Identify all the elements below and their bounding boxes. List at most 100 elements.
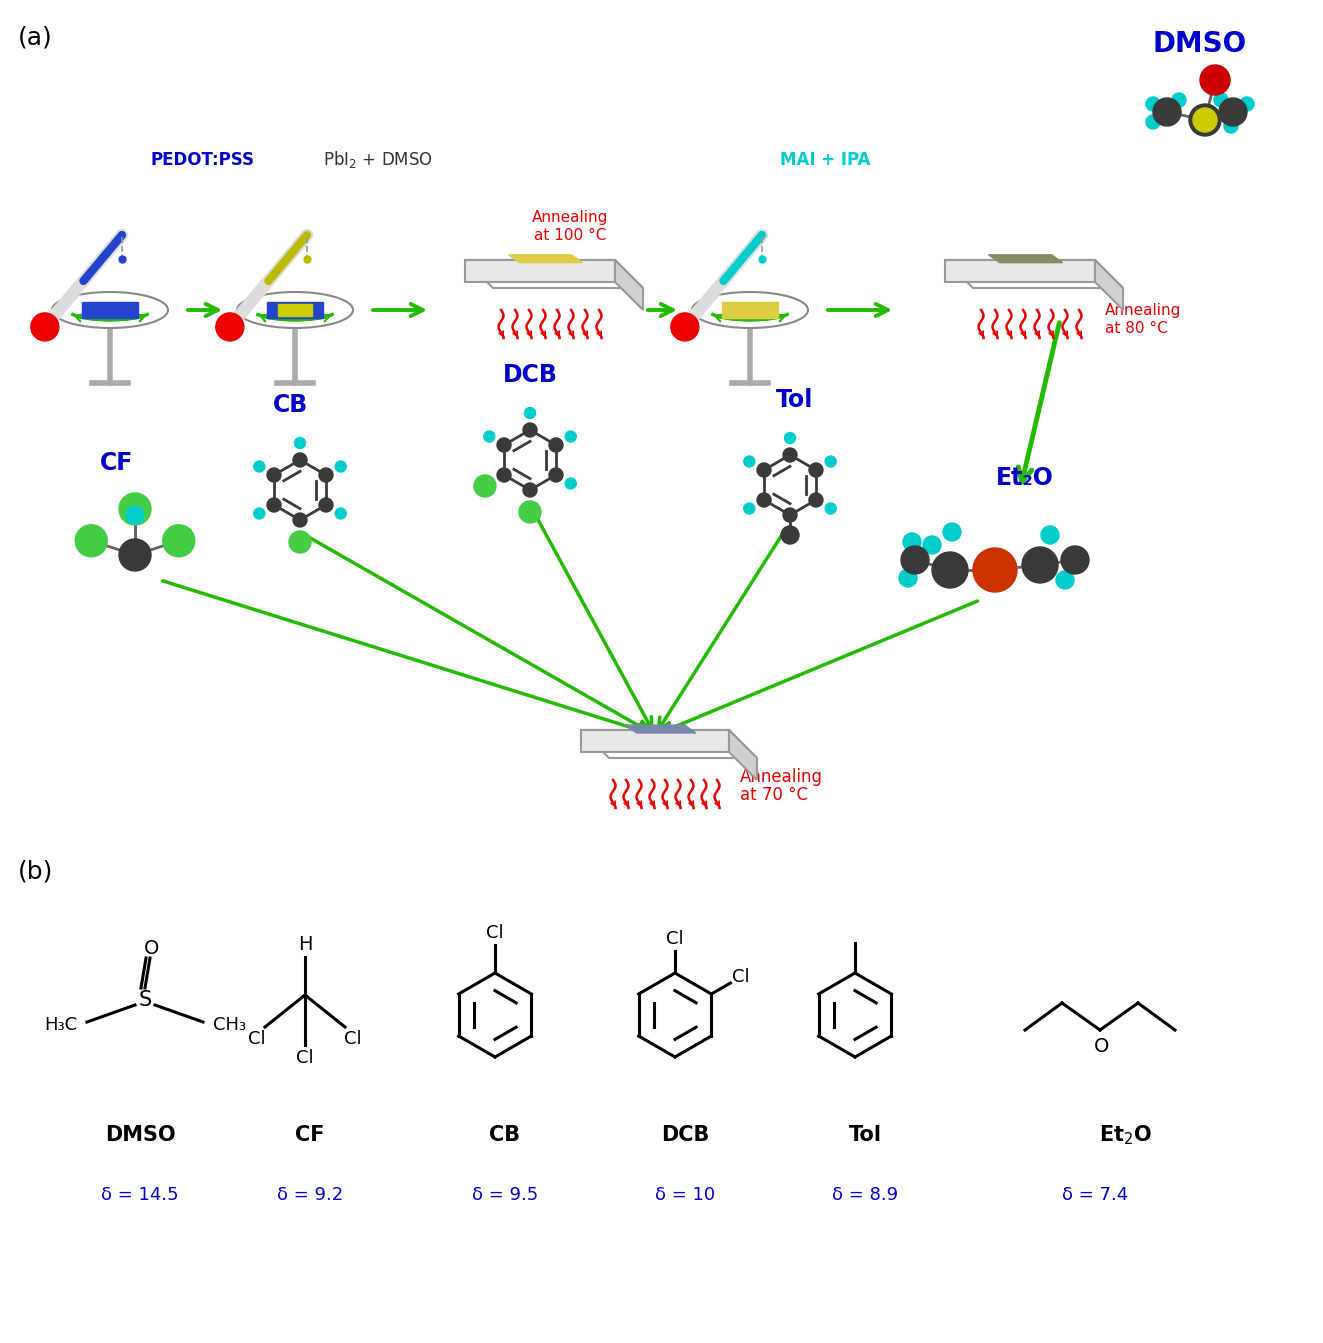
Ellipse shape xyxy=(692,291,808,328)
Text: CH₃: CH₃ xyxy=(213,1017,246,1034)
Text: (a): (a) xyxy=(19,26,53,48)
Text: δ = 10: δ = 10 xyxy=(655,1186,714,1205)
Circle shape xyxy=(826,457,836,467)
Circle shape xyxy=(1218,98,1248,126)
Text: at 70 °C: at 70 °C xyxy=(740,786,808,804)
Polygon shape xyxy=(945,261,1123,287)
Text: O: O xyxy=(1094,1037,1110,1056)
Circle shape xyxy=(1146,97,1160,111)
Text: DCB: DCB xyxy=(660,1125,709,1146)
Text: δ = 8.9: δ = 8.9 xyxy=(832,1186,898,1205)
Text: Et$_2$O: Et$_2$O xyxy=(1098,1123,1151,1147)
Text: CF: CF xyxy=(295,1125,324,1146)
Circle shape xyxy=(319,467,333,482)
Circle shape xyxy=(1240,97,1254,111)
Circle shape xyxy=(826,504,836,514)
Circle shape xyxy=(484,431,495,442)
Circle shape xyxy=(1189,103,1221,136)
Circle shape xyxy=(1224,120,1238,133)
Circle shape xyxy=(497,438,511,453)
Polygon shape xyxy=(988,255,1062,263)
Circle shape xyxy=(1146,115,1160,129)
Circle shape xyxy=(254,508,265,518)
Circle shape xyxy=(900,569,917,587)
Text: DMSO: DMSO xyxy=(105,1125,176,1146)
Circle shape xyxy=(744,504,755,514)
Text: PEDOT:PSS: PEDOT:PSS xyxy=(149,150,254,169)
Circle shape xyxy=(549,467,564,482)
Circle shape xyxy=(119,493,151,525)
Text: CB: CB xyxy=(490,1125,520,1146)
Circle shape xyxy=(319,498,333,512)
Polygon shape xyxy=(82,302,138,318)
Circle shape xyxy=(1021,547,1058,583)
Circle shape xyxy=(1215,93,1228,107)
Circle shape xyxy=(163,525,194,557)
Text: Cl: Cl xyxy=(249,1030,266,1048)
Circle shape xyxy=(497,467,511,482)
Circle shape xyxy=(785,526,795,537)
Circle shape xyxy=(1041,526,1058,544)
Circle shape xyxy=(524,501,536,513)
Circle shape xyxy=(785,432,795,443)
Circle shape xyxy=(549,438,564,453)
Circle shape xyxy=(972,548,1017,592)
Text: Annealing: Annealing xyxy=(1105,304,1181,318)
Circle shape xyxy=(484,478,495,489)
Text: Annealing: Annealing xyxy=(740,768,823,786)
Circle shape xyxy=(808,493,823,508)
Text: δ = 7.4: δ = 7.4 xyxy=(1062,1186,1129,1205)
Text: (b): (b) xyxy=(19,860,53,884)
Polygon shape xyxy=(464,261,643,287)
Ellipse shape xyxy=(52,291,168,328)
Text: at 80 °C: at 80 °C xyxy=(1105,321,1168,336)
Circle shape xyxy=(757,493,771,508)
Text: H: H xyxy=(298,936,312,955)
Circle shape xyxy=(943,522,960,541)
Polygon shape xyxy=(267,302,323,318)
Polygon shape xyxy=(581,731,757,757)
Text: O: O xyxy=(144,939,160,958)
Text: δ = 14.5: δ = 14.5 xyxy=(101,1186,179,1205)
Circle shape xyxy=(757,463,771,477)
Text: PbI$_2$ + DMSO: PbI$_2$ + DMSO xyxy=(323,149,433,171)
Circle shape xyxy=(1061,547,1089,573)
Text: CB: CB xyxy=(273,393,308,416)
Text: Tol: Tol xyxy=(848,1125,881,1146)
Text: Et₂O: Et₂O xyxy=(996,466,1054,490)
Circle shape xyxy=(565,478,577,489)
Circle shape xyxy=(744,457,755,467)
Circle shape xyxy=(1056,571,1074,590)
Polygon shape xyxy=(508,255,582,263)
Circle shape xyxy=(1200,64,1230,95)
Circle shape xyxy=(519,501,541,522)
Circle shape xyxy=(126,506,144,524)
Polygon shape xyxy=(722,302,778,318)
Circle shape xyxy=(524,407,536,419)
Circle shape xyxy=(671,313,699,341)
Circle shape xyxy=(335,461,347,471)
Circle shape xyxy=(1193,107,1217,132)
Text: Tol: Tol xyxy=(777,388,814,412)
Circle shape xyxy=(216,313,243,341)
Circle shape xyxy=(923,536,941,555)
Text: DCB: DCB xyxy=(503,363,557,387)
Circle shape xyxy=(267,467,280,482)
Polygon shape xyxy=(729,731,757,780)
Circle shape xyxy=(523,483,537,497)
Circle shape xyxy=(808,463,823,477)
Text: Cl: Cl xyxy=(732,968,750,986)
Polygon shape xyxy=(945,261,1095,282)
Circle shape xyxy=(119,539,151,571)
Circle shape xyxy=(292,453,307,467)
Polygon shape xyxy=(581,731,729,752)
Circle shape xyxy=(523,423,537,436)
Circle shape xyxy=(30,313,58,341)
Circle shape xyxy=(1172,93,1185,107)
Circle shape xyxy=(292,513,307,526)
Text: Cl: Cl xyxy=(486,924,504,941)
Circle shape xyxy=(335,508,347,518)
Polygon shape xyxy=(626,725,696,733)
Circle shape xyxy=(781,526,799,544)
Text: CF: CF xyxy=(101,451,134,475)
